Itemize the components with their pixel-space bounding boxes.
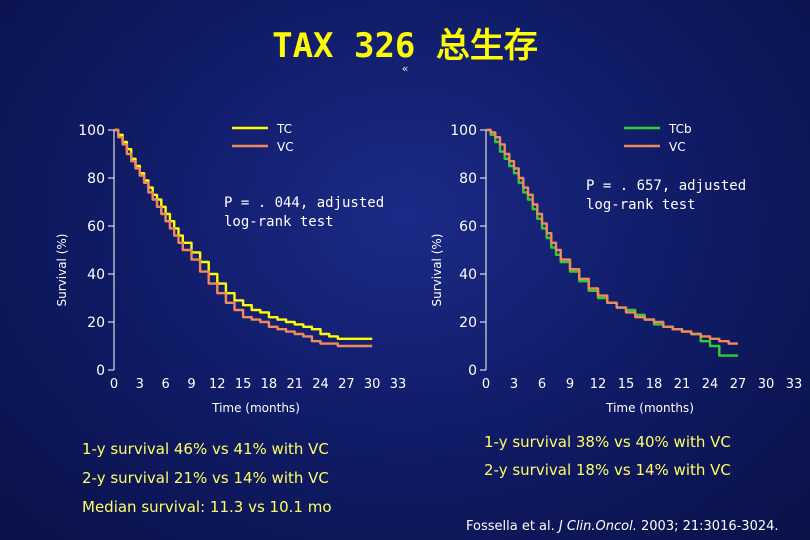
pvalue-annotation: log-rank test — [586, 197, 696, 213]
x-tick-label: 12 — [590, 377, 607, 392]
chart-right: 0 20 40 60 80 100 0 3 6 9 12 15 18 21 24 27 30 33 Time (mo… — [430, 122, 802, 415]
citation-authors: Fossella et al. — [466, 519, 559, 534]
x-tick-label: 33 — [786, 377, 803, 392]
x-axis-label: Time (months) — [605, 401, 694, 415]
series-line-tc — [114, 128, 373, 340]
legend-label-tcb: TCb — [668, 122, 692, 136]
series-line-vc — [114, 128, 373, 348]
x-tick-label: 30 — [758, 377, 775, 392]
x-tick-label: 33 — [390, 377, 407, 392]
pvalue-annotation: P = . 044, adjusted — [224, 195, 384, 211]
summary-right-1y: 1-y survival 38% vs 40% with VC — [484, 433, 731, 451]
y-tick-label: 100 — [78, 123, 105, 139]
y-tick-label: 40 — [459, 267, 477, 283]
x-tick-label: 30 — [364, 377, 381, 392]
x-tick-label: 27 — [338, 377, 355, 392]
x-tick-label: 18 — [646, 377, 663, 392]
pvalue-annotation: P = . 657, adjusted — [586, 178, 746, 194]
summary-left-median: Median survival: 11.3 vs 10.1 mo — [82, 498, 332, 516]
y-axis-label: Survival (%) — [55, 234, 69, 307]
x-tick-label: 3 — [510, 377, 518, 392]
x-tick-label: 15 — [235, 377, 252, 392]
page-title: TAX 326 总生存 — [272, 26, 538, 66]
summary-left-1y: 1-y survival 46% vs 41% with VC — [82, 440, 329, 458]
citation-details: 2003; 21:3016-3024. — [636, 519, 779, 534]
y-tick-label: 60 — [459, 219, 477, 235]
y-tick-label: 60 — [87, 219, 105, 235]
summary-left-2y: 2-y survival 21% vs 14% with VC — [82, 469, 329, 487]
x-tick-label: 6 — [161, 377, 169, 392]
citation: Fossella et al. J Clin.Oncol. 2003; 21:3… — [466, 519, 779, 534]
x-tick-label: 15 — [618, 377, 635, 392]
x-tick-label: 24 — [702, 377, 719, 392]
page-subtitle: « — [401, 62, 409, 75]
y-tick-label: 80 — [459, 171, 477, 187]
series-line-tcb — [486, 128, 738, 357]
y-tick-label: 20 — [87, 315, 105, 331]
x-tick-label: 3 — [136, 377, 144, 392]
legend-label-tc: TC — [276, 122, 292, 136]
y-axis-label: Survival (%) — [430, 234, 444, 307]
summary-right-2y: 2-y survival 18% vs 14% with VC — [484, 461, 731, 479]
x-tick-label: 21 — [286, 377, 303, 392]
y-tick-label: 40 — [87, 267, 105, 283]
pvalue-annotation: log-rank test — [224, 214, 334, 230]
x-tick-label: 9 — [187, 377, 195, 392]
x-tick-label: 12 — [209, 377, 226, 392]
x-tick-label: 18 — [261, 377, 278, 392]
x-tick-label: 6 — [538, 377, 546, 392]
y-tick-label: 0 — [96, 363, 105, 379]
legend-label-vc: VC — [669, 140, 686, 154]
y-tick-label: 80 — [87, 171, 105, 187]
x-tick-label: 9 — [566, 377, 574, 392]
series-line-vc — [486, 128, 738, 345]
x-tick-label: 21 — [674, 377, 691, 392]
x-tick-label: 27 — [730, 377, 747, 392]
citation-journal: J Clin.Oncol. — [558, 519, 637, 534]
x-axis-label: Time (months) — [211, 401, 300, 415]
x-tick-label: 0 — [110, 377, 118, 392]
y-tick-label: 0 — [468, 363, 477, 379]
legend-label-vc: VC — [277, 140, 294, 154]
x-tick-label: 24 — [312, 377, 329, 392]
chart-left: 0 20 40 60 80 100 0 3 6 9 12 15 18 21 24 27 30 33 Time (mo… — [55, 122, 406, 415]
y-tick-label: 20 — [459, 315, 477, 331]
y-tick-label: 100 — [450, 123, 477, 139]
x-tick-label: 0 — [482, 377, 490, 392]
